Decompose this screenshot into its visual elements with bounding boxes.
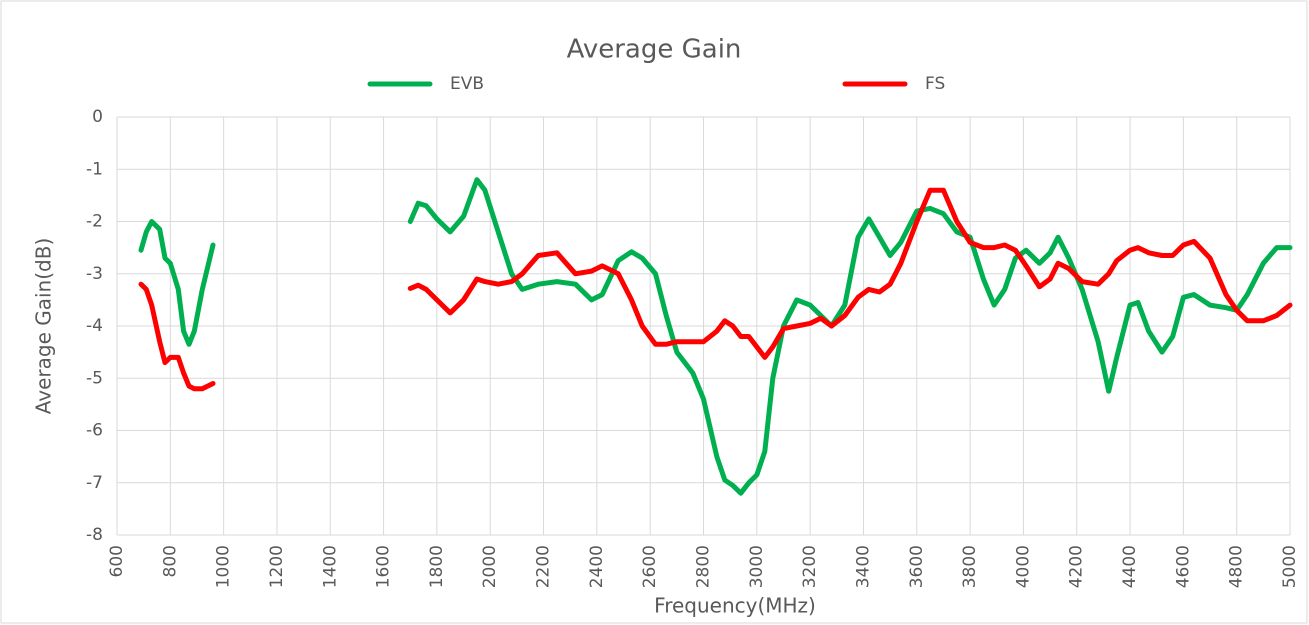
x-tick-label: 800 [160, 545, 180, 577]
y-tick-label: -4 [86, 316, 103, 336]
x-axis-label: Frequency(MHz) [654, 594, 816, 618]
series-line [138, 187, 1293, 392]
y-tick-label: -7 [86, 473, 103, 493]
x-tick-label: 2600 [640, 545, 660, 588]
x-tick-label: 2400 [587, 545, 607, 588]
y-tick-label: -6 [86, 421, 103, 441]
x-tick-label: 1000 [214, 545, 234, 588]
x-tick-label: 1600 [374, 545, 394, 588]
x-tick-label: 2800 [694, 545, 714, 588]
y-tick-label: 0 [92, 107, 103, 127]
chart-title: Average Gain [567, 35, 742, 65]
legend-label: EVB [450, 74, 484, 94]
series-line [138, 177, 1293, 496]
y-tick-label: -3 [86, 264, 103, 284]
x-tick-label: 1400 [320, 545, 340, 588]
y-tick-label: -5 [86, 368, 103, 388]
x-tick-label: 3200 [800, 545, 820, 588]
x-tick-label: 2000 [480, 545, 500, 588]
x-tick-label: 3000 [747, 545, 767, 588]
x-tick-label: 2200 [534, 545, 554, 588]
x-tick-label: 4600 [1173, 545, 1193, 588]
x-tick-label: 3800 [960, 545, 980, 588]
x-tick-label: 600 [107, 545, 127, 577]
y-tick-label: -8 [86, 525, 103, 545]
x-tick-label: 4800 [1227, 545, 1247, 588]
x-tick-label: 3400 [853, 545, 873, 588]
x-tick-label: 4400 [1120, 545, 1140, 588]
x-tick-label: 3600 [907, 545, 927, 588]
x-tick-label: 1800 [427, 545, 447, 588]
x-tick-label: 4200 [1067, 545, 1087, 588]
y-tick-label: -2 [86, 212, 103, 232]
x-tick-label: 1200 [267, 545, 287, 588]
x-tick-label: 5000 [1280, 545, 1300, 588]
legend-label: FS [925, 74, 945, 94]
y-axis-label: Average Gain(dB) [32, 238, 56, 415]
y-tick-label: -1 [86, 159, 103, 179]
x-tick-label: 4000 [1013, 545, 1033, 588]
